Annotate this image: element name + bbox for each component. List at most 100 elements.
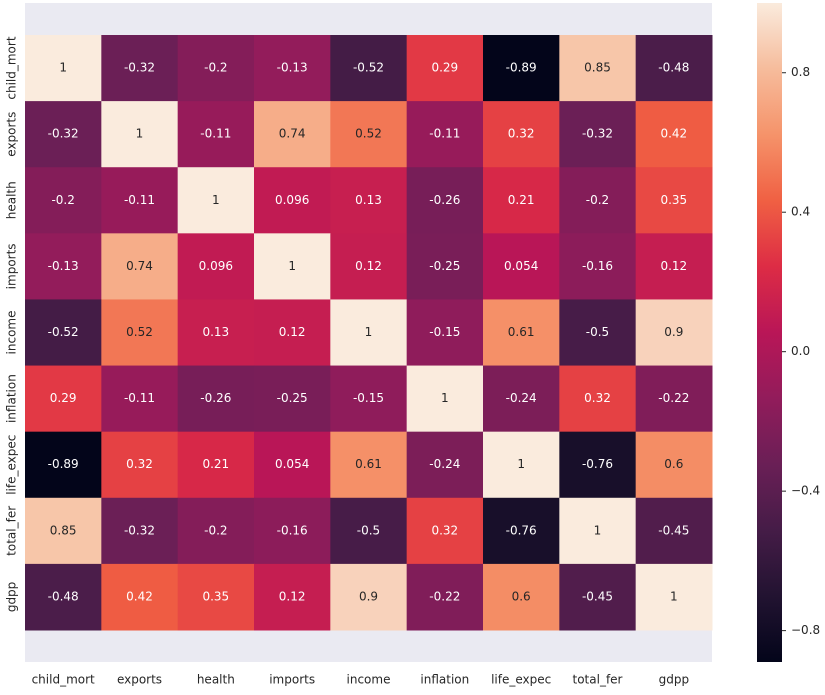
cell-annotation: 0.13	[355, 193, 382, 207]
cell-annotation: 1	[670, 589, 678, 603]
cell-annotation: 0.096	[199, 259, 233, 273]
cell-annotation: -0.11	[200, 127, 231, 141]
cell-annotation: 0.054	[275, 457, 309, 471]
cell-annotation: -0.32	[582, 127, 613, 141]
heatmap-cell	[101, 563, 179, 631]
x-tick-label: exports	[117, 673, 162, 687]
x-tick-label: child_mort	[32, 673, 95, 687]
heatmap-cell	[483, 497, 560, 565]
heatmap-cell	[330, 167, 408, 234]
cell-annotation: -0.76	[506, 523, 537, 537]
heatmap-cell	[177, 35, 255, 102]
heatmap-cell	[25, 233, 102, 300]
colorbar-tick-label: −0.8	[791, 623, 820, 637]
cell-annotation: -0.25	[429, 259, 460, 273]
heatmap-cell	[330, 35, 408, 102]
x-tick-label: health	[197, 673, 235, 687]
y-tick-label: child_mort	[5, 36, 19, 99]
heatmap-cell	[101, 431, 179, 499]
x-tick-label: total_fer	[573, 673, 623, 687]
heatmap-cell	[559, 563, 637, 631]
y-tick-label: health	[5, 181, 19, 219]
cell-annotation: -0.16	[582, 259, 613, 273]
heatmap-cell	[483, 233, 560, 300]
cell-annotation: 0.32	[431, 523, 458, 537]
cell-annotation: 0.61	[508, 325, 535, 339]
cell-annotation: 1	[365, 325, 373, 339]
heatmap-cell	[330, 365, 408, 433]
heatmap-cell	[25, 563, 102, 631]
heatmap-cell	[406, 563, 484, 631]
cell-annotation: -0.25	[277, 391, 308, 405]
cell-annotation: -0.32	[124, 61, 155, 75]
cell-annotation: 0.85	[50, 523, 77, 537]
cell-annotation: 0.21	[202, 457, 229, 471]
heatmap-cell	[177, 365, 255, 433]
cell-annotation: -0.5	[586, 325, 609, 339]
cell-annotation: -0.45	[582, 589, 613, 603]
heatmap-cell	[177, 497, 255, 565]
heatmap-cell	[483, 365, 560, 433]
heatmap-cell	[330, 431, 408, 499]
heatmap-cell	[559, 101, 637, 168]
heatmap-cell	[406, 35, 484, 102]
cell-annotation: 1	[212, 193, 220, 207]
heatmap-cell	[25, 299, 102, 367]
cell-annotation: -0.16	[277, 523, 308, 537]
cell-annotation: 0.096	[275, 193, 309, 207]
cell-annotation: -0.48	[658, 61, 689, 75]
heatmap-cell	[406, 233, 484, 300]
cell-annotation: -0.45	[658, 523, 689, 537]
heatmap-cell	[635, 563, 713, 631]
cell-annotation: -0.32	[48, 127, 79, 141]
x-tick-label: inflation	[420, 673, 469, 687]
cell-annotation: 0.32	[126, 457, 153, 471]
heatmap-cell	[330, 563, 408, 631]
heatmap-cell	[177, 167, 255, 234]
cell-annotation: -0.48	[48, 589, 79, 603]
heatmap-cell	[254, 233, 331, 300]
cell-annotation: 1	[441, 391, 449, 405]
heatmap-cell	[330, 497, 408, 565]
heatmap-cell	[330, 101, 408, 168]
cell-annotation: 0.42	[126, 589, 153, 603]
heatmap-cell	[635, 497, 713, 565]
cell-annotation: -0.11	[124, 391, 155, 405]
colorbar-tick-label: 0.4	[791, 205, 810, 219]
cell-annotation: 0.32	[584, 391, 611, 405]
heatmap-cell	[101, 497, 179, 565]
heatmap-cell	[635, 299, 713, 367]
cell-annotation: -0.2	[586, 193, 609, 207]
heatmap-cell	[254, 35, 331, 102]
heatmap-cell	[254, 365, 331, 433]
cell-annotation: 0.29	[431, 61, 458, 75]
y-tick-label: inflation	[5, 374, 19, 423]
heatmap-cell	[559, 233, 637, 300]
cell-annotation: 0.9	[359, 589, 378, 603]
cell-annotation: -0.26	[429, 193, 460, 207]
cell-annotation: 0.74	[279, 127, 306, 141]
y-tick-label: income	[5, 311, 19, 355]
heatmap-cell	[559, 167, 637, 234]
heatmap-cell	[25, 101, 102, 168]
cell-annotation: 1	[517, 457, 525, 471]
heatmap-cell	[406, 167, 484, 234]
cell-annotation: -0.2	[204, 523, 227, 537]
cell-annotation: 0.32	[508, 127, 535, 141]
cell-annotation: 0.52	[355, 127, 382, 141]
cell-annotation: 0.35	[660, 193, 687, 207]
cell-annotation: -0.11	[124, 193, 155, 207]
cell-annotation: -0.76	[582, 457, 613, 471]
heatmap-cell	[330, 299, 408, 367]
heatmap-cell	[254, 167, 331, 234]
cell-annotation: -0.22	[658, 391, 689, 405]
cell-annotation: 0.6	[512, 589, 531, 603]
heatmap-cell	[254, 299, 331, 367]
cell-annotation: -0.5	[357, 523, 380, 537]
x-tick-label: income	[347, 673, 391, 687]
heatmap-cell	[330, 233, 408, 300]
heatmap-cell	[483, 101, 560, 168]
cell-annotation: 0.12	[279, 589, 306, 603]
cell-annotation: 0.9	[664, 325, 683, 339]
x-tick-label: imports	[269, 673, 315, 687]
